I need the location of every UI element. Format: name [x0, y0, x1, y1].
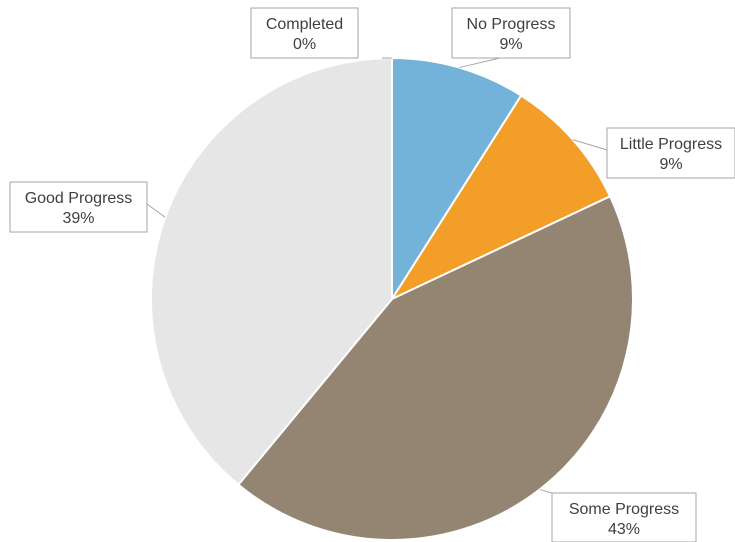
data-label-box — [250, 7, 359, 59]
slice-little-progress — [389, 94, 612, 302]
data-label-percent: 39% — [62, 210, 94, 227]
data-label-little-progress: Little Progress 9% — [606, 127, 735, 179]
leader-line-good-progress — [146, 203, 166, 218]
pie-slices — [150, 56, 634, 541]
data-label-box — [9, 181, 148, 233]
data-label-good-progress: Good Progress 39% — [9, 181, 148, 233]
leader-line-no-progress — [459, 57, 501, 69]
data-label-category: Little Progress — [620, 136, 722, 153]
data-label-box — [451, 7, 571, 59]
slice-no-progress — [391, 56, 523, 303]
data-label-percent: 0% — [293, 36, 316, 53]
data-label-category: No Progress — [467, 16, 556, 33]
data-label-category: Good Progress — [25, 190, 133, 207]
data-label-no-progress: No Progress 9% — [451, 7, 571, 59]
data-label-percent: 9% — [499, 36, 522, 53]
slice-some-progress — [236, 195, 634, 541]
data-label-category: Completed — [266, 16, 343, 33]
data-label-box — [606, 127, 735, 179]
leader-line-little-progress — [572, 139, 608, 151]
leader-line-some-progress — [539, 488, 553, 494]
data-label-percent: 9% — [659, 156, 682, 173]
data-label-percent: 43% — [608, 521, 640, 538]
data-label-completed: Completed 0% — [250, 7, 359, 59]
data-label-box — [551, 492, 697, 542]
pie-labels: Completed 0% No Progress 9% Little Progress 9… — [9, 7, 735, 542]
data-label-some-progress: Some Progress 43% — [551, 492, 697, 542]
data-label-category: Some Progress — [569, 501, 679, 518]
